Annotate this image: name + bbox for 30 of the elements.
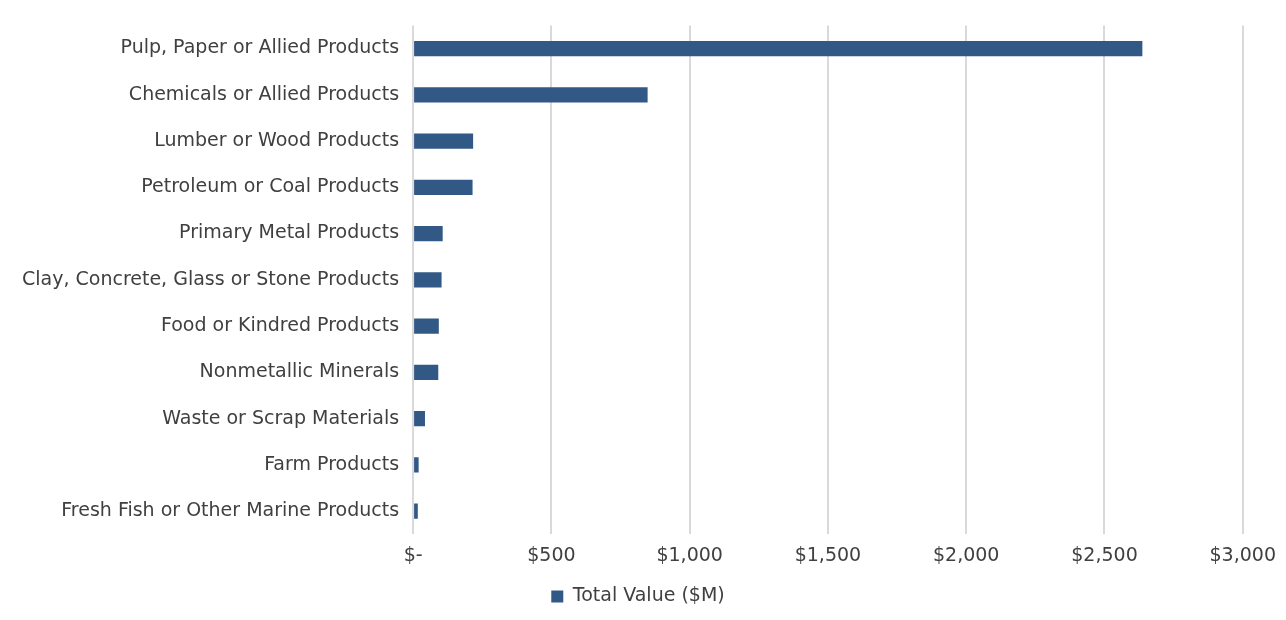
y-tick-label: Waste or Scrap Materials <box>162 405 400 428</box>
y-tick-label: Fresh Fish or Other Marine Products <box>61 498 400 521</box>
x-tick-label: $2,000 <box>932 542 1000 565</box>
y-tick-label: Nonmetallic Minerals <box>199 359 400 382</box>
bar <box>414 457 419 473</box>
bar <box>414 40 1143 57</box>
y-tick-label: Clay, Concrete, Glass or Stone Products <box>21 266 400 289</box>
bar <box>414 133 474 149</box>
legend-label: Total Value ($M) <box>571 583 725 606</box>
bar <box>414 179 473 195</box>
bar <box>414 272 442 288</box>
bar <box>414 225 443 242</box>
y-tick-label: Petroleum or Coal Products <box>141 174 400 197</box>
y-tick-label: Pulp, Paper or Allied Products <box>120 35 400 58</box>
x-tick-label: $2,500 <box>1071 542 1138 565</box>
y-tick-label: Farm Products <box>264 451 400 474</box>
x-tick-label: $- <box>403 542 423 565</box>
x-tick-label: $500 <box>527 542 576 565</box>
y-tick-label: Food or Kindred Products <box>160 312 400 335</box>
y-tick-label: Primary Metal Products <box>179 220 400 243</box>
x-tick-label: $1,000 <box>656 542 723 565</box>
y-tick-label: Lumber or Wood Products <box>154 127 400 150</box>
y-tick-label: Chemicals or Allied Products <box>128 81 400 104</box>
x-tick-label: $3,000 <box>1209 542 1276 565</box>
bar <box>414 410 425 427</box>
bar <box>414 503 418 519</box>
x-tick-label: $1,500 <box>794 542 862 565</box>
bar <box>414 87 648 103</box>
bar <box>414 364 439 380</box>
bar <box>414 318 439 334</box>
